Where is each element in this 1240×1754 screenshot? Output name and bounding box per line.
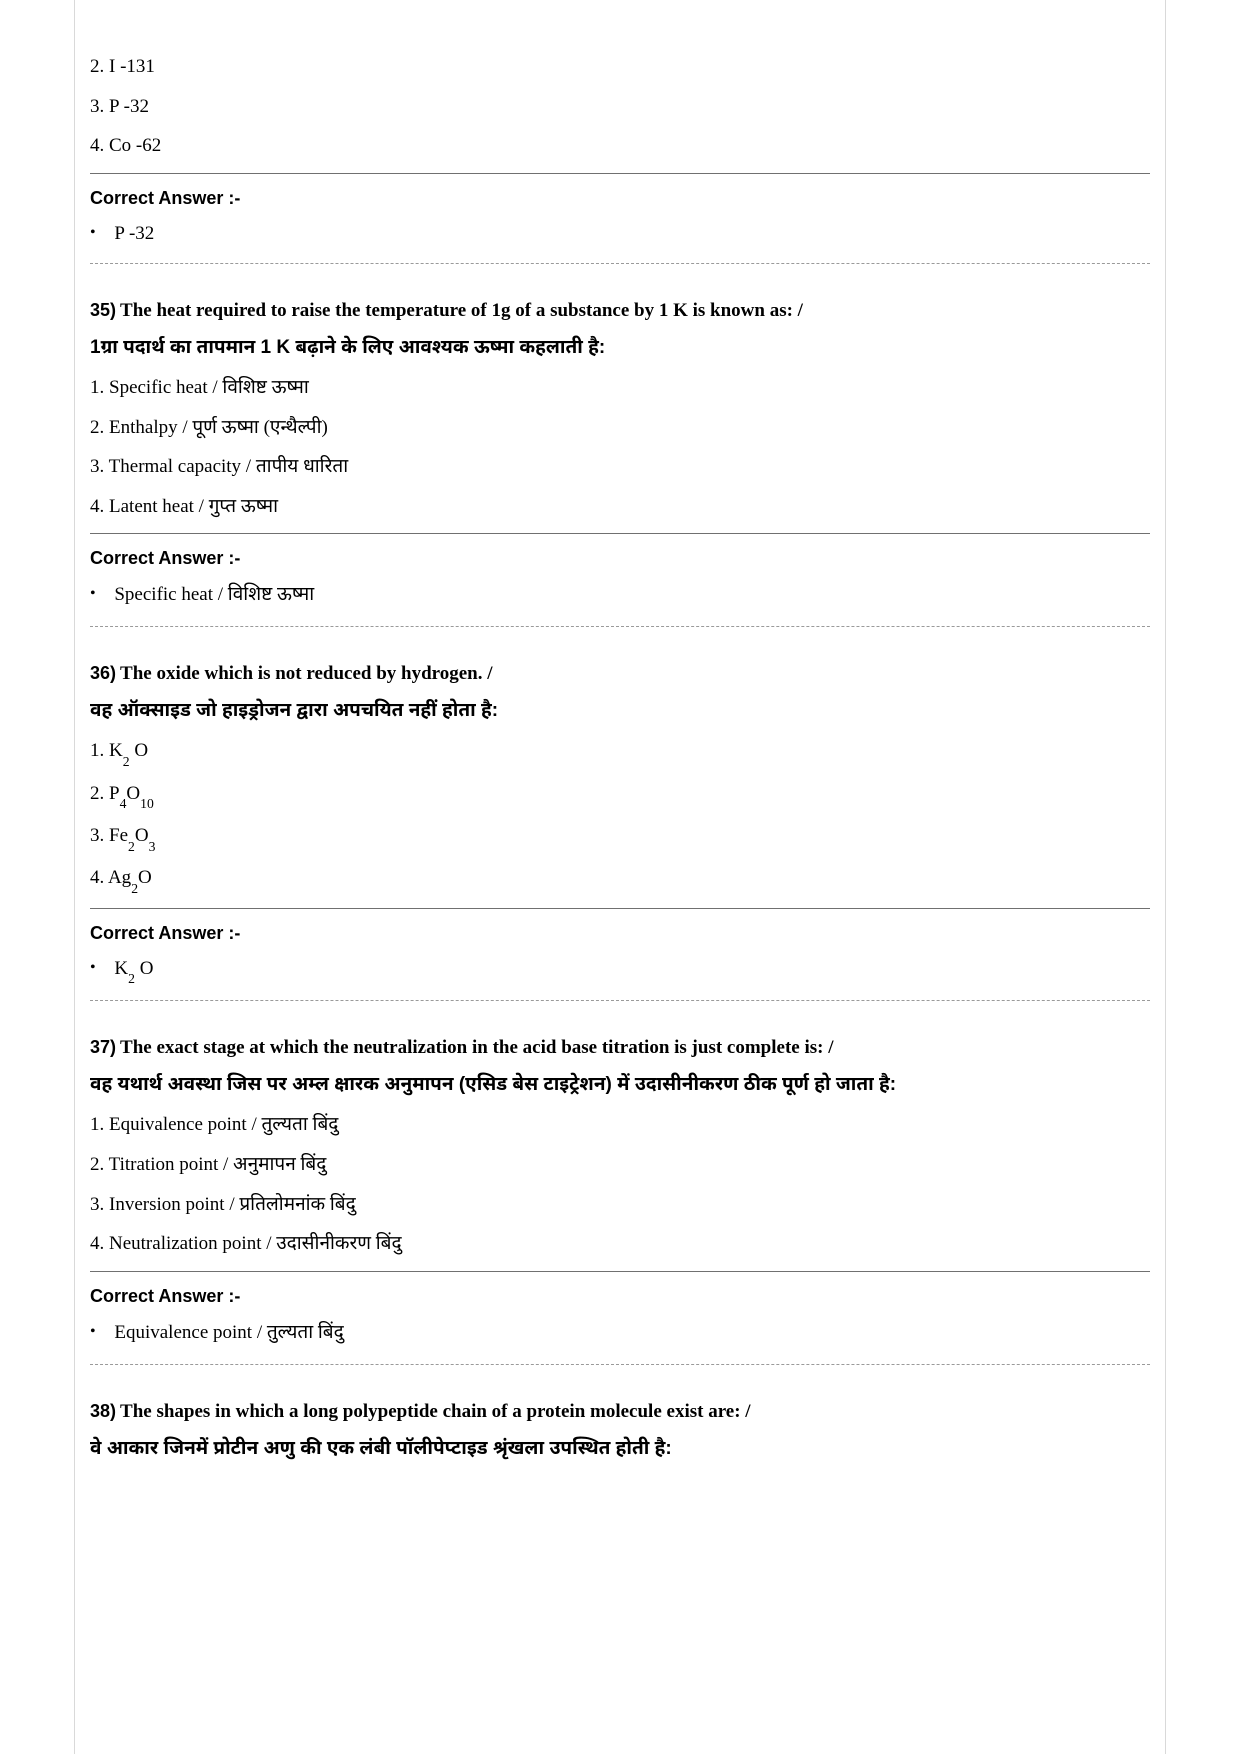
left-margin-rule <box>74 0 75 1754</box>
answer-block: Correct Answer :- Equivalence point / तु… <box>90 1271 1150 1365</box>
question-text-en: The exact stage at which the neutralizat… <box>120 1037 833 1058</box>
option-text: 3. Fe2O3 <box>90 823 1150 851</box>
question-number: 35) <box>90 300 116 320</box>
option-text: 1. Equivalence point / तुल्यता बिंदु <box>90 1112 1150 1138</box>
question-text-hi: वह ऑक्साइड जो हाइड्रोजन द्वारा अपचयित नह… <box>90 699 1150 724</box>
answer-label: Correct Answer :- <box>90 548 1150 569</box>
option-text: 2. Enthalpy / पूर्ण ऊष्मा (एन्थैल्पी) <box>90 415 1150 441</box>
page-container: 2. I -131 3. P -32 4. Co -62 Correct Ans… <box>0 0 1240 1754</box>
question-header: 36) The oxide which is not reduced by hy… <box>90 663 1150 685</box>
answer-block: Correct Answer :- Specific heat / विशिष्… <box>90 533 1150 627</box>
right-margin-rule <box>1165 0 1166 1754</box>
question-text-en: The oxide which is not reduced by hydrog… <box>120 663 493 684</box>
question-header: 37) The exact stage at which the neutral… <box>90 1037 1150 1059</box>
question-header: 35) The heat required to raise the tempe… <box>90 300 1150 322</box>
answer-label: Correct Answer :- <box>90 188 1150 209</box>
option-text: 2. P4O10 <box>90 781 1150 809</box>
answer-label: Correct Answer :- <box>90 1286 1150 1307</box>
answer-text: Equivalence point / तुल्यता बिंदु <box>90 1321 1150 1346</box>
option-text: 4. Latent heat / गुप्त ऊष्मा <box>90 494 1150 520</box>
answer-block: Correct Answer :- P -32 <box>90 173 1150 264</box>
question-text-en: The heat required to raise the temperatu… <box>120 300 803 321</box>
answer-text: P -32 <box>90 223 1150 245</box>
question-header: 38) The shapes in which a long polypepti… <box>90 1401 1150 1423</box>
answer-block: Correct Answer :- K2 O <box>90 908 1150 1002</box>
question-number: 37) <box>90 1037 116 1057</box>
question-text-hi: वे आकार जिनमें प्रोटीन अणु की एक लंबी पॉ… <box>90 1437 1150 1462</box>
option-text: 2. Titration point / अनुमापन बिंदु <box>90 1152 1150 1178</box>
question-text-en: The shapes in which a long polypeptide c… <box>120 1401 751 1422</box>
option-text: 1. Specific heat / विशिष्ट ऊष्मा <box>90 375 1150 401</box>
answer-text: Specific heat / विशिष्ट ऊष्मा <box>90 583 1150 608</box>
option-text: 3. P -32 <box>90 94 1150 120</box>
answer-label: Correct Answer :- <box>90 923 1150 944</box>
option-text: 2. I -131 <box>90 54 1150 80</box>
option-text: 4. Neutralization point / उदासीनीकरण बिं… <box>90 1231 1150 1257</box>
question-number: 36) <box>90 663 116 683</box>
option-text: 3. Thermal capacity / तापीय धारिता <box>90 454 1150 480</box>
question-text-hi: 1ग्रा पदार्थ का तापमान 1 K बढ़ाने के लिए… <box>90 336 1150 361</box>
question-number: 38) <box>90 1401 116 1421</box>
question-text-hi: वह यथार्थ अवस्था जिस पर अम्ल क्षारक अनुम… <box>90 1073 1150 1098</box>
option-text: 1. K2 O <box>90 738 1150 766</box>
option-text: 3. Inversion point / प्रतिलोमनांक बिंदु <box>90 1192 1150 1218</box>
option-text: 4. Co -62 <box>90 133 1150 159</box>
option-text: 4. Ag2O <box>90 865 1150 893</box>
answer-text: K2 O <box>90 958 1150 983</box>
